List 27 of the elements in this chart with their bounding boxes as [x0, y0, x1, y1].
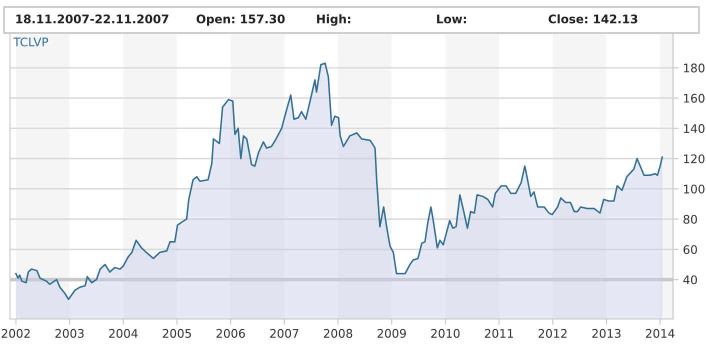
x-tick-label: 2003: [55, 328, 84, 338]
y-tick-label: 160: [684, 94, 704, 103]
x-tick-label: 2005: [162, 328, 191, 338]
y-tick-label: 80: [684, 214, 697, 224]
x-tick-label: 2004: [109, 328, 138, 338]
text: TCLVP: [13, 38, 48, 46]
x-tick-label: 2013: [592, 328, 621, 338]
y-tick-label: 100: [684, 184, 704, 194]
x-tick-label: 2002: [2, 328, 30, 338]
x-tick-label: 2012: [538, 328, 567, 338]
x-tick-label: 2007: [270, 328, 298, 338]
x-tick-label: 2010: [431, 328, 460, 338]
chart-title: 18.11.2007-22.11.2007: [16, 14, 168, 24]
y-tick-label: 140: [684, 124, 704, 133]
x-tick-label: 2014: [646, 328, 674, 338]
x-tick-label: 2011: [484, 328, 513, 338]
x-tick-label: 2006: [216, 328, 245, 338]
x-tick-label: 2008: [324, 328, 352, 338]
y-tick-label: 180: [684, 64, 704, 72]
text: Close: 142.13: [548, 14, 638, 24]
y-tick-label: 120: [684, 154, 704, 164]
x-tick-label: 2009: [378, 328, 406, 338]
y-tick-label: 60: [684, 245, 697, 254]
text: Open: 157.30: [196, 14, 285, 26]
text: Low:: [437, 14, 466, 24]
text: High:: [317, 14, 350, 26]
y-tick-label: 40: [683, 275, 697, 284]
